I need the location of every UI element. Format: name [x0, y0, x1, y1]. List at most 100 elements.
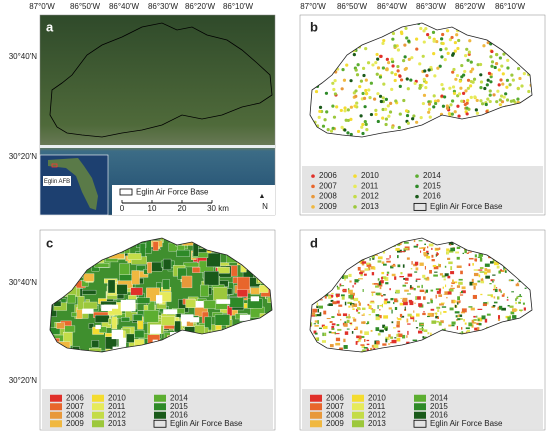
plot-dot — [464, 89, 468, 93]
fire — [313, 330, 317, 334]
fire — [464, 322, 467, 325]
legend-label: 2016 — [423, 192, 441, 201]
fire — [385, 301, 391, 304]
fire — [348, 313, 350, 317]
plot-dot — [403, 67, 407, 71]
fire — [407, 313, 412, 317]
lon-label: 86°30'W — [148, 2, 179, 11]
fire — [457, 318, 461, 321]
fire — [500, 290, 502, 294]
fire — [370, 329, 373, 332]
stand — [107, 279, 116, 294]
fire — [439, 303, 444, 306]
fire — [410, 268, 413, 270]
fire — [463, 319, 465, 322]
plot-dot — [461, 91, 466, 95]
plot-dot — [374, 61, 378, 65]
plot-dot — [421, 54, 425, 58]
plot-dot — [342, 78, 347, 82]
fire — [519, 294, 521, 296]
plot-dot — [455, 73, 460, 78]
stand — [120, 317, 130, 322]
fire — [447, 257, 451, 260]
fire — [397, 243, 401, 246]
fire — [316, 337, 320, 341]
stand — [217, 266, 230, 274]
fire — [359, 330, 363, 334]
fire — [459, 291, 462, 294]
fire — [381, 303, 384, 308]
fire — [331, 292, 334, 295]
panel-label: d — [310, 235, 318, 250]
fire — [407, 330, 409, 335]
fire — [426, 302, 430, 304]
fire — [450, 271, 455, 275]
gap — [149, 324, 162, 334]
fire — [474, 254, 477, 258]
stand — [203, 300, 216, 309]
fire — [509, 279, 512, 282]
plot-dot — [333, 92, 338, 96]
fire — [378, 281, 381, 286]
stand — [185, 299, 196, 308]
plot-dot — [398, 74, 402, 78]
fire — [423, 329, 428, 333]
fire — [406, 335, 408, 338]
fire — [403, 248, 409, 250]
fire — [326, 317, 331, 320]
fire — [345, 316, 351, 319]
fire — [410, 285, 412, 288]
plot-dot — [364, 122, 368, 126]
fire — [518, 280, 522, 283]
fire — [460, 270, 463, 275]
legend-label: 2007 — [66, 402, 84, 411]
legend-label: 2014 — [430, 393, 448, 402]
lon-label: 86°20'W — [185, 2, 216, 11]
fire — [328, 295, 332, 299]
fire — [461, 286, 466, 290]
fire — [508, 279, 514, 282]
plot-dot — [488, 99, 492, 104]
gap — [111, 329, 124, 340]
plot-dot — [473, 95, 477, 99]
fire — [517, 295, 523, 298]
plot-dot — [505, 98, 510, 102]
plot-dot — [441, 104, 446, 108]
fire — [360, 350, 365, 352]
north-label: N — [262, 202, 268, 211]
plot-dot — [402, 98, 406, 103]
plot-dot — [382, 38, 386, 43]
fire — [424, 291, 426, 294]
stand — [162, 258, 172, 270]
legend-swatch — [352, 411, 364, 419]
plot-dot — [388, 110, 393, 114]
legend-swatch — [352, 403, 364, 411]
fire — [479, 257, 483, 262]
legend-swatch — [414, 394, 426, 402]
fire — [357, 307, 361, 310]
fire — [340, 285, 345, 287]
plot-dot — [349, 79, 353, 83]
legend-swatch — [310, 403, 322, 411]
plot-dot — [505, 78, 510, 82]
fire — [354, 282, 357, 285]
legend-label: 2015 — [423, 181, 441, 190]
fire — [373, 283, 378, 285]
fire — [435, 253, 437, 257]
plot-dot — [424, 85, 428, 90]
fire — [355, 341, 358, 345]
fire — [371, 292, 374, 296]
panel-label: a — [46, 19, 54, 34]
stand — [64, 325, 76, 333]
plot-dot — [432, 94, 436, 98]
fire — [323, 310, 327, 315]
fire — [481, 315, 486, 320]
fire — [399, 241, 402, 246]
fire — [342, 289, 346, 292]
fire — [337, 328, 342, 331]
plot-dot — [324, 91, 329, 95]
fire — [412, 339, 418, 342]
plot-dot — [374, 112, 378, 116]
fire — [448, 288, 454, 292]
fire — [456, 319, 459, 321]
